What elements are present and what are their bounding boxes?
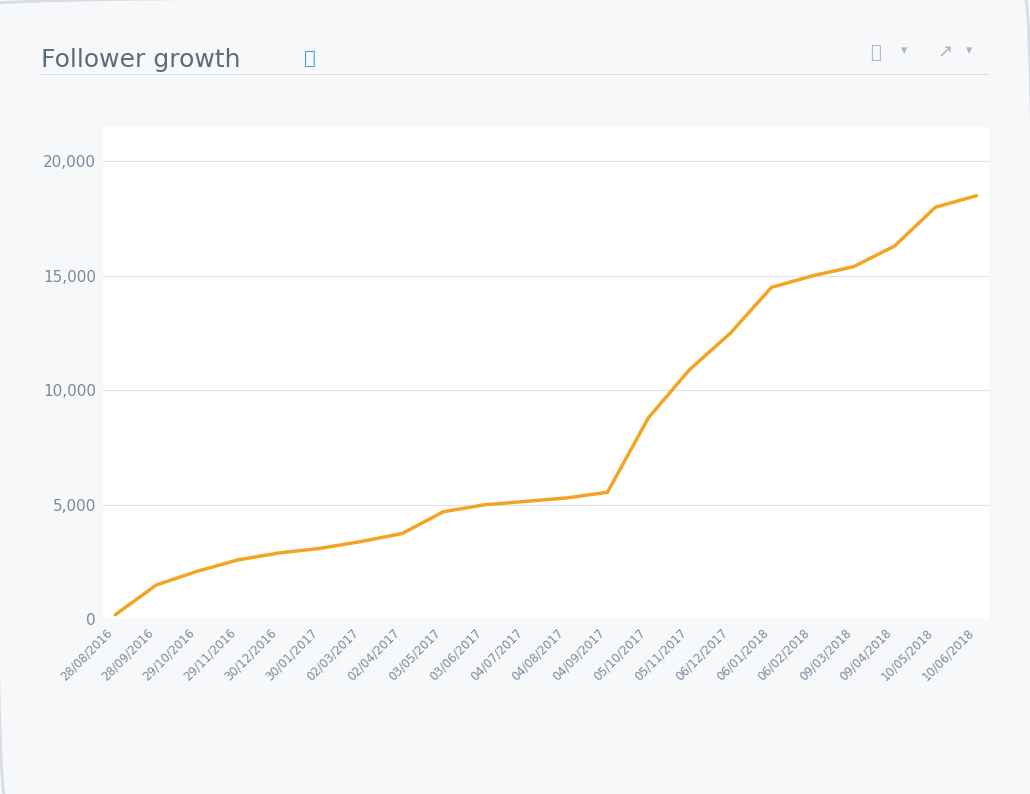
Text: ⓘ: ⓘ [304, 49, 315, 68]
Text: 👥: 👥 [870, 44, 881, 62]
Text: ▾: ▾ [966, 44, 972, 56]
Text: ↗: ↗ [937, 44, 953, 62]
Text: Follower growth: Follower growth [41, 48, 241, 71]
Text: ▾: ▾ [901, 44, 907, 56]
